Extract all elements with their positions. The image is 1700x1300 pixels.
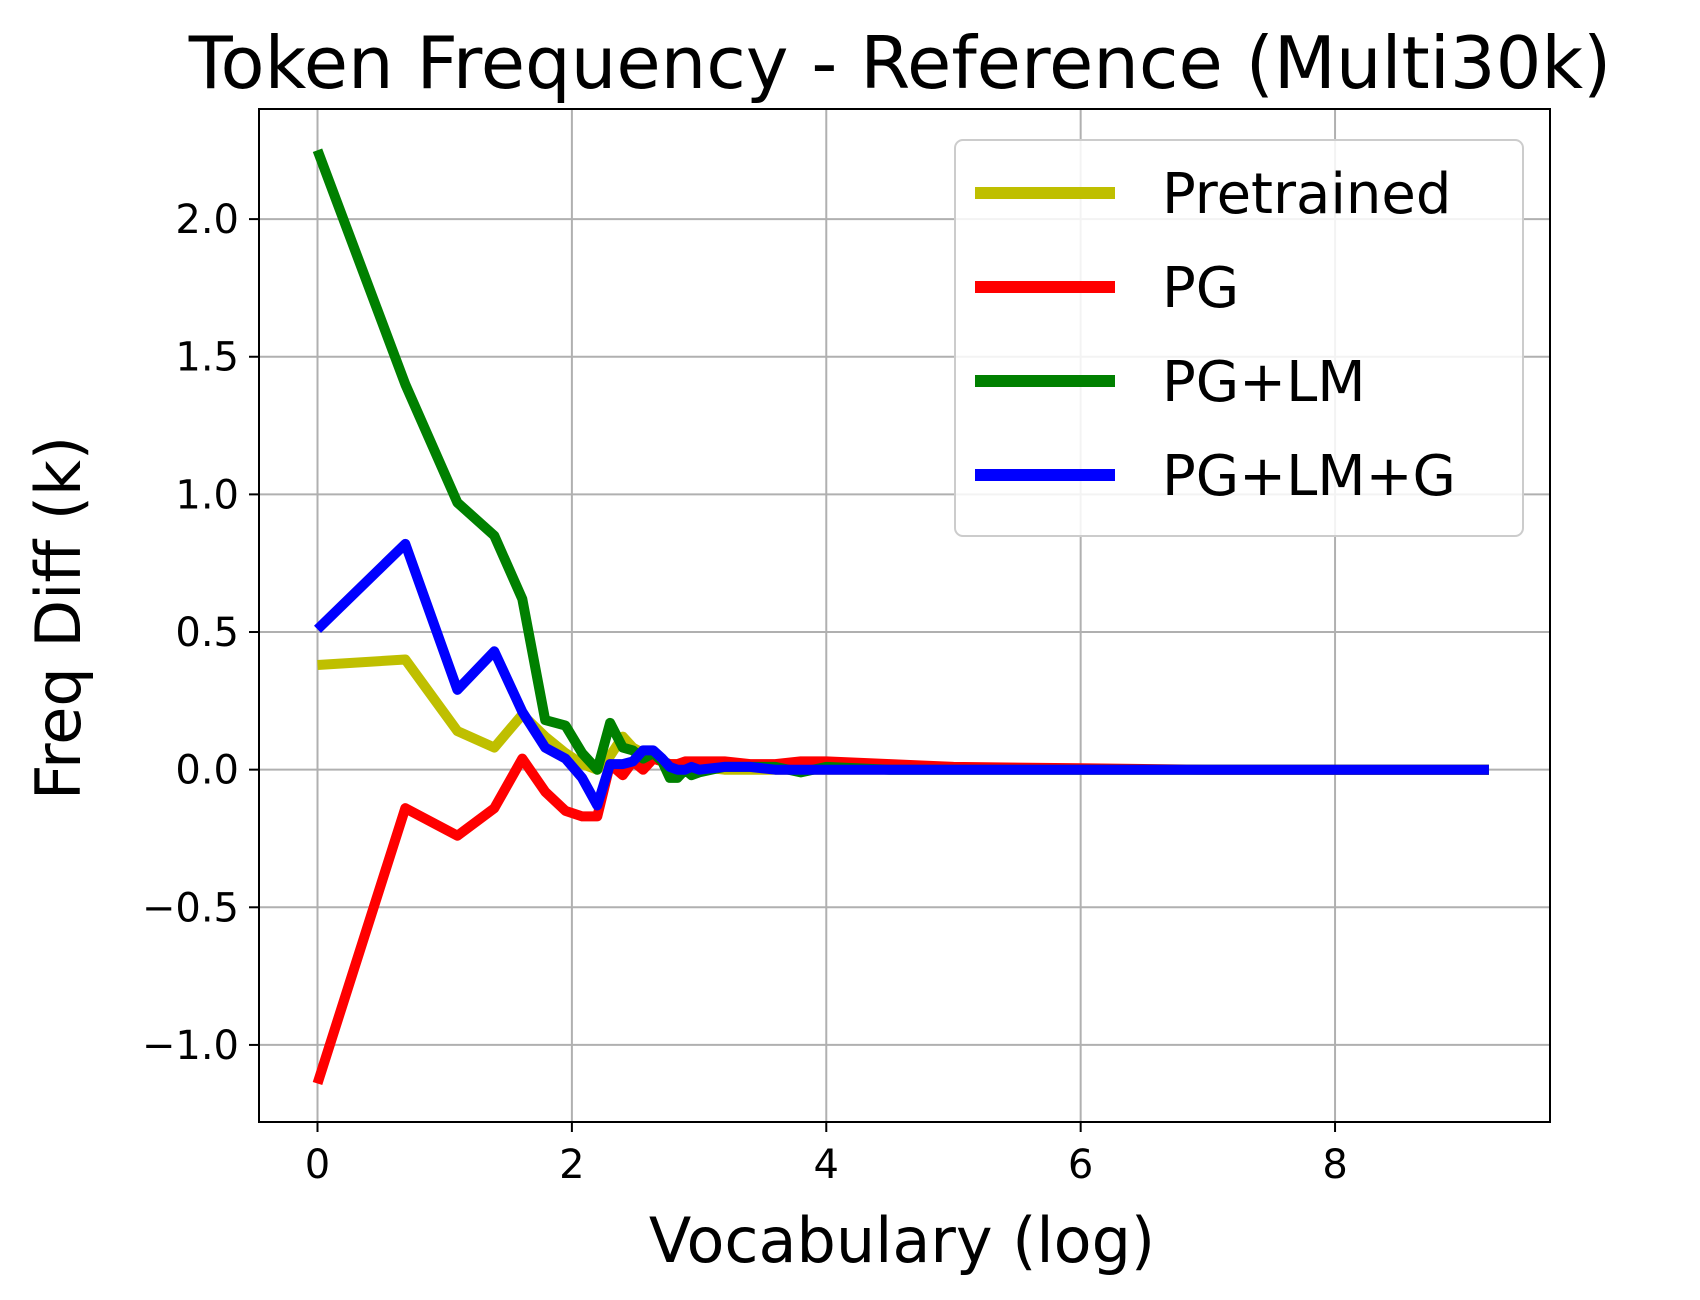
y-tick-label: −0.5 — [142, 885, 239, 931]
tick-layer: 0 2 4 6 8 −1.0 −0.5 0.0 0.5 1.0 1.5 2.0 — [142, 197, 1348, 1188]
x-tick-label: 0 — [305, 1142, 330, 1188]
plot-frame — [258, 108, 1551, 1123]
series-line-pg — [312, 753, 1489, 1086]
x-tick-label: 2 — [559, 1142, 584, 1188]
series-layer — [312, 148, 1489, 1086]
series-line-pretrained — [317, 654, 1489, 775]
y-tick-label: 0.5 — [175, 610, 239, 656]
y-tick-label: −1.0 — [142, 1023, 239, 1069]
legend-label: PG — [1162, 256, 1239, 321]
y-axis-label: Freq Diff (k) — [22, 436, 95, 800]
x-tick-label: 4 — [814, 1142, 839, 1188]
y-tick-label: 1.5 — [175, 335, 239, 381]
legend: Pretrained PG PG+LM PG+LM+G — [954, 139, 1524, 537]
y-tick-label: 0.0 — [175, 748, 239, 794]
series-line-pg-lm-g — [314, 538, 1489, 811]
chart-title: Token Frequency - Reference (Multi30k) — [188, 21, 1611, 105]
x-tick-label: 6 — [1068, 1142, 1093, 1188]
legend-label: PG+LM+G — [1162, 444, 1456, 509]
legend-label: PG+LM — [1162, 350, 1366, 415]
x-axis-label: Vocabulary (log) — [649, 1204, 1155, 1277]
legend-box — [954, 139, 1524, 537]
x-tick-label: 8 — [1322, 1142, 1347, 1188]
y-tick-label: 2.0 — [175, 197, 239, 243]
legend-label: Pretrained — [1162, 162, 1451, 227]
y-tick-label: 1.0 — [175, 472, 239, 518]
